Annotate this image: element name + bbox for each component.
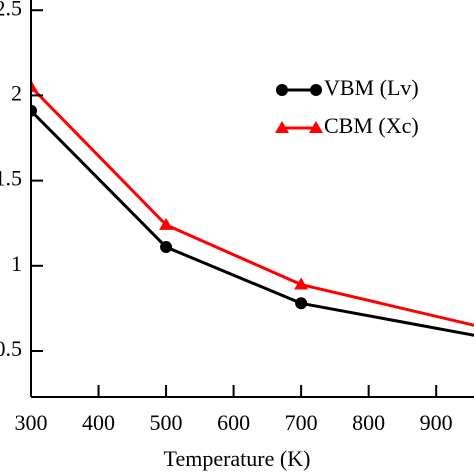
legend-marker <box>275 121 289 133</box>
data-point <box>159 217 174 230</box>
series-line <box>31 85 474 327</box>
data-point <box>160 241 173 254</box>
x-tick-label: 600 <box>217 410 250 435</box>
data-point <box>31 104 37 117</box>
data-point <box>294 277 309 290</box>
x-tick-label: 400 <box>82 410 115 435</box>
series-line <box>31 109 474 337</box>
x-tick-label: 300 <box>15 410 48 435</box>
x-tick-label: 900 <box>420 410 453 435</box>
legend-marker <box>310 84 322 96</box>
legend-label: VBM (Lv) <box>324 75 419 100</box>
y-tick-label: 2.5 <box>0 0 22 20</box>
y-tick-label: 1 <box>11 251 22 276</box>
x-tick-label: 700 <box>285 410 318 435</box>
x-tick-label: 800 <box>352 410 385 435</box>
data-point <box>295 297 308 310</box>
data-point <box>31 79 38 92</box>
x-axis-label: Temperature (K) <box>164 446 311 471</box>
plot-area <box>31 79 474 337</box>
legend-marker <box>309 121 323 133</box>
y-tick-label: 1.5 <box>0 166 22 191</box>
y-tick-label: 0.5 <box>0 336 22 361</box>
x-tick-label: 500 <box>150 410 183 435</box>
y-tick-label: 2 <box>11 80 22 105</box>
legend-label: CBM (Xc) <box>324 113 419 138</box>
legend-marker <box>276 84 288 96</box>
